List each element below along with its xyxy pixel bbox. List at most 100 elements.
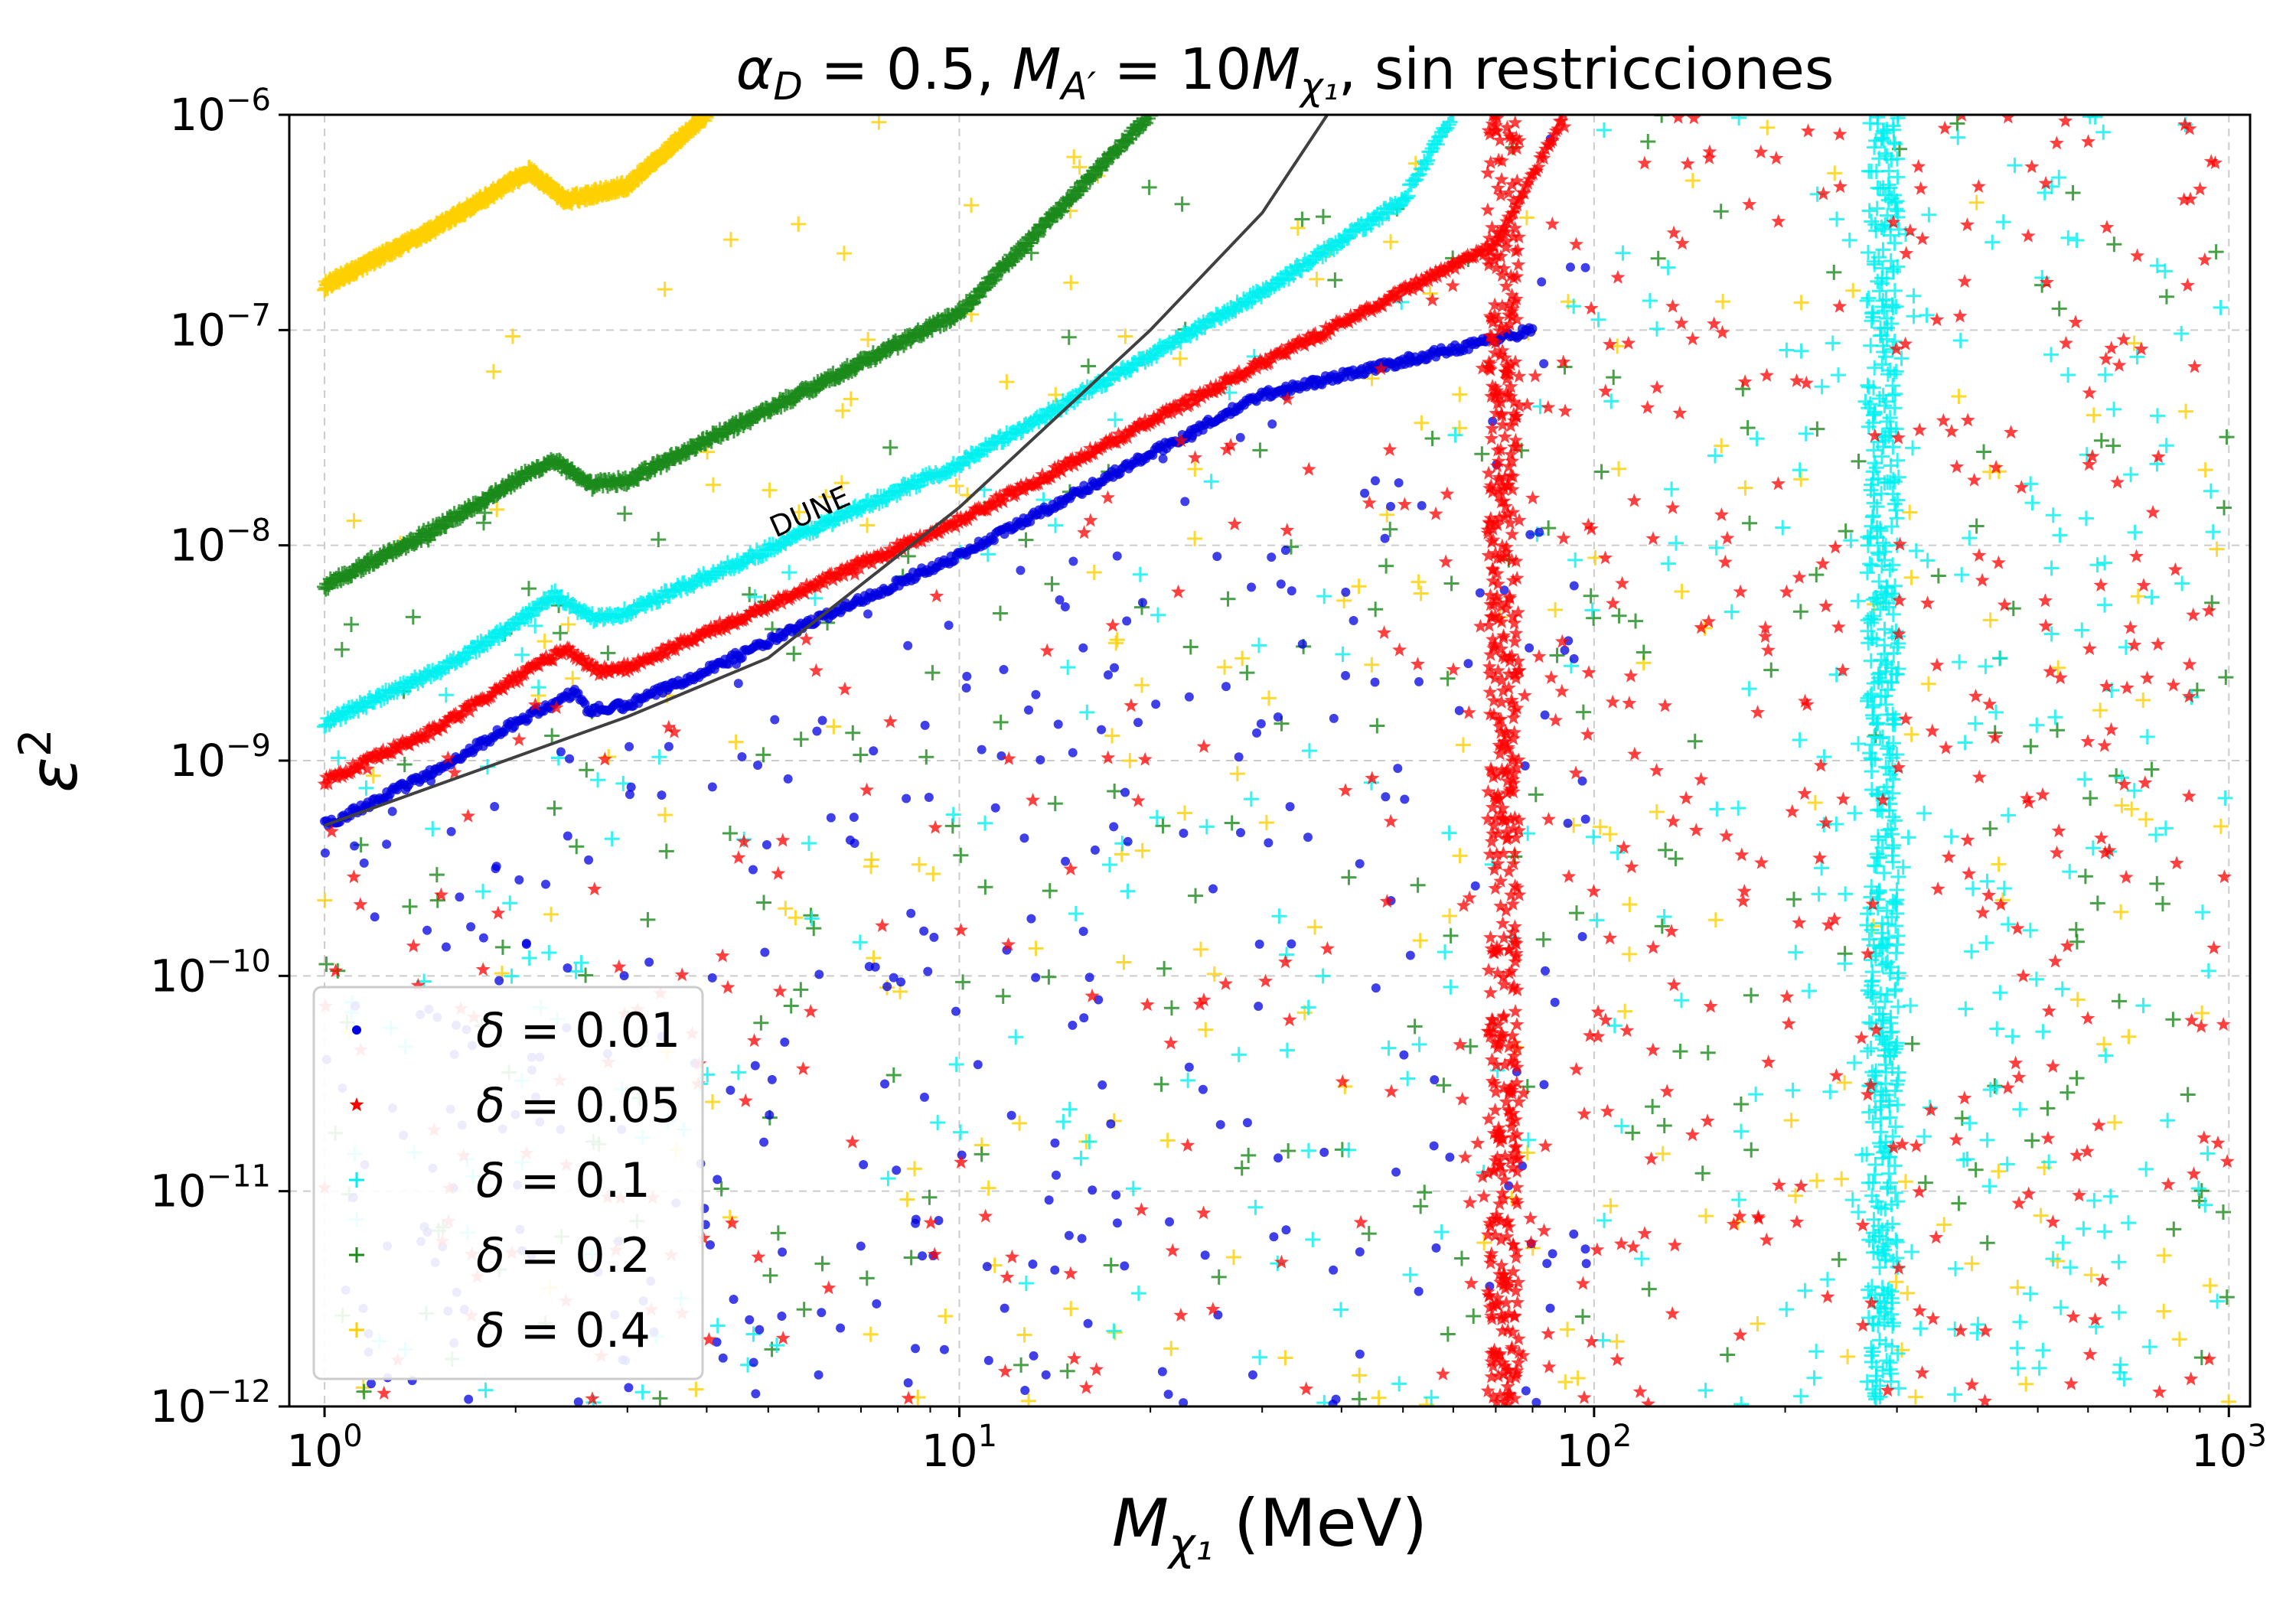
- data-point: [347, 869, 361, 883]
- data-point: [1443, 928, 1459, 944]
- data-point: [1394, 478, 1404, 487]
- band-point: [1877, 622, 1892, 637]
- data-point: [1104, 1258, 1119, 1273]
- data-point: [827, 813, 836, 823]
- data-point: [1603, 393, 1619, 409]
- data-point: [1997, 881, 2012, 896]
- data-point: [1261, 690, 1277, 706]
- data-point: [954, 1155, 968, 1168]
- data-point: [1413, 1198, 1428, 1214]
- data-point: [1596, 1333, 1611, 1348]
- data-point: [902, 794, 911, 803]
- data-point: [1430, 1141, 1439, 1150]
- data-point: [2095, 125, 2111, 140]
- data-point: [1541, 1326, 1555, 1340]
- data-point: [422, 926, 432, 935]
- data-point: [860, 332, 876, 347]
- data-point: [1671, 110, 1685, 124]
- data-point: [722, 826, 738, 841]
- data-point: [1675, 316, 1689, 330]
- data-point: [1733, 1124, 1749, 1139]
- data-point: [1793, 604, 1808, 619]
- data-point: [2187, 1166, 2201, 1180]
- data-point: [494, 976, 504, 986]
- data-point: [1417, 1185, 1432, 1200]
- data-point: [1341, 671, 1350, 680]
- data-point: [1000, 1269, 1014, 1283]
- data-point: [1982, 821, 1998, 836]
- data-point: [1750, 1316, 1766, 1331]
- data-point: [1840, 1349, 1855, 1364]
- data-point: [1584, 1334, 1599, 1348]
- data-point: [1065, 1231, 1074, 1240]
- data-point: [1610, 270, 1625, 284]
- data-point: [1801, 123, 1815, 137]
- data-point: [1352, 1367, 1367, 1383]
- data-point: [708, 973, 717, 983]
- data-point: [771, 866, 785, 880]
- data-point: [2197, 1130, 2211, 1144]
- data-point: [1050, 1266, 1059, 1275]
- data-point: [1689, 823, 1704, 836]
- data-point: [1815, 379, 1830, 394]
- data-point: [1107, 784, 1122, 799]
- data-point: [1274, 1153, 1283, 1162]
- data-point: [1287, 940, 1296, 949]
- data-point: [2079, 510, 2094, 526]
- data-point: [1637, 156, 1652, 170]
- data-point: [1199, 819, 1215, 834]
- data-point: [1283, 1012, 1297, 1026]
- data-point: [1425, 431, 1440, 446]
- data-point: [1991, 856, 2007, 872]
- data-point: [1333, 1302, 1349, 1317]
- data-point: [2012, 1196, 2027, 1210]
- data-point: [1916, 806, 1932, 821]
- data-point: [1740, 420, 1756, 435]
- data-point: [1138, 752, 1153, 766]
- data-point: [1615, 246, 1630, 261]
- data-point: [439, 687, 454, 702]
- data-point: [2144, 589, 2160, 605]
- data-point: [1412, 1037, 1427, 1052]
- data-point: [1603, 930, 1617, 944]
- data-point: [2036, 787, 2050, 801]
- data-point: [1685, 1127, 1700, 1141]
- data-point: [2218, 670, 2233, 685]
- data-point: [574, 1397, 583, 1406]
- data-point: [882, 982, 892, 991]
- data-point: [1737, 884, 1752, 898]
- data-point: [1591, 1005, 1606, 1018]
- data-point: [1446, 279, 1460, 292]
- data-point: [729, 1295, 739, 1304]
- data-point: [1035, 755, 1045, 764]
- data-point: [521, 581, 536, 596]
- data-point: [1784, 1113, 1799, 1128]
- data-point: [2191, 1181, 2206, 1196]
- data-point: [1827, 165, 1842, 181]
- data-point: [1089, 1362, 1104, 1376]
- data-point: [2024, 1133, 2040, 1148]
- data-point: [1539, 1080, 1548, 1089]
- data-point: [2138, 775, 2152, 789]
- data-point: [1622, 947, 1637, 962]
- data-point: [1102, 857, 1117, 872]
- data-point: [1160, 1133, 1176, 1148]
- data-point: [1068, 1021, 1077, 1030]
- data-point: [1377, 625, 1391, 639]
- data-point: [402, 899, 417, 914]
- band-point: [1887, 236, 1903, 251]
- data-point: [1414, 416, 1429, 431]
- data-point: [1020, 1386, 1029, 1395]
- data-point: [640, 912, 655, 927]
- data-point: [1651, 251, 1666, 266]
- data-point: [1741, 681, 1756, 696]
- data-point: [1969, 518, 1985, 533]
- data-point: [2035, 1343, 2050, 1358]
- data-point: [1838, 886, 1853, 901]
- data-point: [1371, 678, 1380, 687]
- data-point: [1431, 1243, 1440, 1253]
- data-point: [1179, 829, 1188, 838]
- data-point: [1079, 1013, 1088, 1022]
- data-point: [762, 840, 771, 849]
- data-point: [801, 836, 817, 851]
